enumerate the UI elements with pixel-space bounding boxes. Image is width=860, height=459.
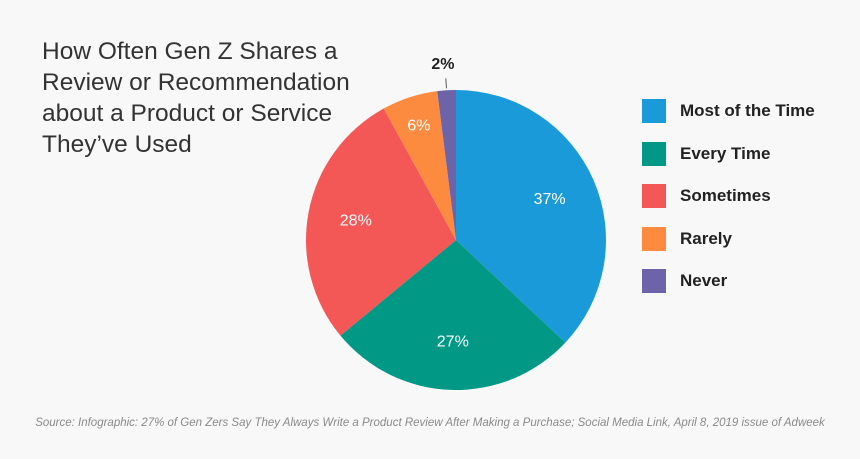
- slice-label: 2%: [431, 56, 454, 73]
- legend-swatch: [642, 99, 666, 123]
- slice-label: 37%: [534, 191, 566, 208]
- leader-line: [445, 78, 447, 89]
- pie-slice-most-of-the-time: [456, 90, 606, 343]
- legend-swatch: [642, 226, 666, 251]
- legend-swatch: [642, 141, 666, 166]
- legend-item-never: Never: [642, 268, 815, 294]
- legend-label: Most of the Time: [680, 101, 815, 120]
- legend-label: Rarely: [680, 228, 732, 248]
- legend-item-every-time: Every Time: [642, 141, 815, 167]
- slice-label: 6%: [407, 117, 430, 134]
- slice-label: 27%: [437, 333, 469, 350]
- source-note: Source: Infographic: 27% of Gen Zers Say…: [35, 417, 825, 429]
- pie-slices: [306, 90, 606, 390]
- slice-label: 28%: [340, 212, 372, 229]
- legend-label: Every Time: [680, 143, 771, 163]
- legend-label: Never: [680, 271, 728, 290]
- pie-slice-sometimes: [306, 108, 456, 336]
- pie-slice-every-time: [340, 240, 566, 390]
- legend-item-most-of-the-time: Most of the Time: [642, 98, 815, 124]
- legend-label: Sometimes: [680, 186, 771, 205]
- legend-swatch: [642, 269, 666, 293]
- legend-swatch: [642, 184, 666, 208]
- chart-title-line: How Often Gen Z Shares a: [42, 38, 338, 65]
- chart-title-line: They’ve Used: [42, 131, 192, 158]
- pie-slice-never: [437, 90, 456, 240]
- pie-slice-rarely: [383, 91, 456, 240]
- legend-item-rarely: Rarely: [642, 226, 815, 252]
- pie-labels: 37% 27% 28% 6% 2%: [340, 56, 566, 351]
- chart-title-line: Review or Recommendation: [42, 69, 350, 96]
- legend-item-sometimes: Sometimes: [642, 183, 815, 209]
- chart-title: How Often Gen Z Shares a Review or Recom…: [42, 36, 372, 160]
- chart-title-line: about a Product or Service: [42, 100, 333, 127]
- legend: Most of the Time Every Time Sometimes Ra…: [642, 98, 815, 311]
